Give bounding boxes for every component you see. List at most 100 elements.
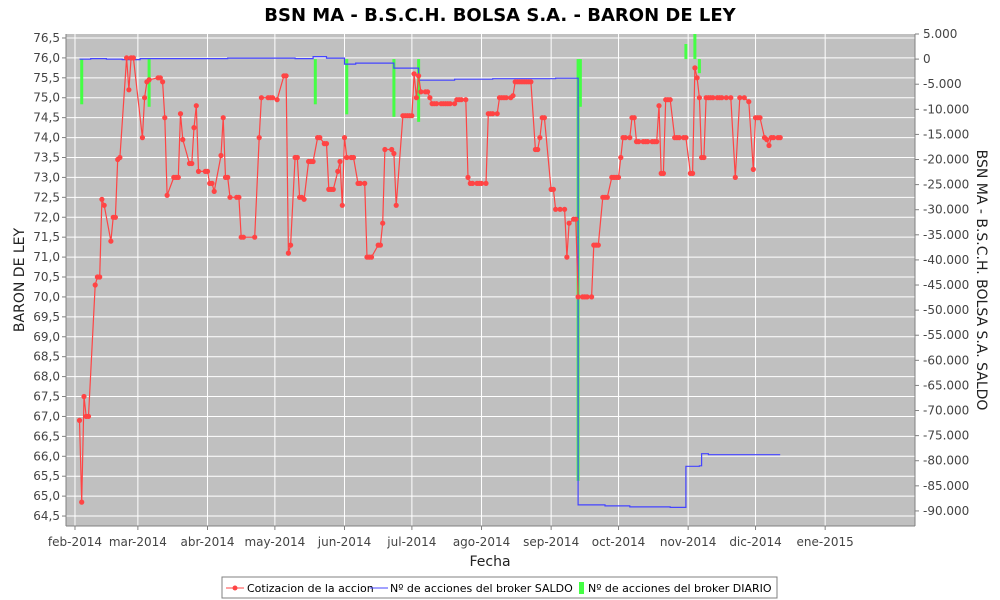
- diario-bar: [392, 59, 396, 117]
- y-left-tick-label: 73,5: [33, 150, 60, 164]
- price-point: [368, 254, 375, 260]
- price-point: [770, 135, 777, 141]
- price-point: [218, 152, 224, 159]
- price-point: [130, 55, 136, 61]
- price-point: [425, 89, 431, 95]
- price-point: [766, 142, 772, 149]
- price-point: [573, 216, 579, 222]
- price-point: [564, 254, 570, 260]
- price-point: [139, 135, 145, 141]
- price-point: [146, 77, 152, 83]
- y-right-tick-label: -60.000: [923, 353, 969, 367]
- price-point: [236, 194, 242, 200]
- saldo-line: [79, 56, 781, 508]
- price-point: [589, 294, 595, 300]
- price-point: [411, 71, 417, 77]
- x-tick-label: ago-2014: [453, 535, 510, 549]
- price-point: [777, 135, 783, 141]
- price-point: [350, 154, 357, 161]
- price-point: [737, 95, 743, 101]
- price-point: [79, 499, 85, 505]
- price-point: [193, 103, 199, 109]
- price-point: [550, 186, 557, 192]
- price-point: [701, 154, 707, 161]
- price-point: [595, 242, 601, 248]
- price-point: [97, 274, 103, 280]
- legend-marker-price: [232, 585, 238, 591]
- y-right-tick-label: 0: [923, 52, 931, 66]
- price-point: [258, 95, 264, 101]
- price-point: [162, 115, 168, 121]
- price-point: [195, 168, 202, 174]
- y-left-tick-label: 69,0: [33, 330, 60, 344]
- y-right-tick-label: 5.000: [923, 27, 957, 41]
- y-right-tick-label: -15.000: [923, 127, 969, 141]
- saldo-series-path: [79, 56, 781, 508]
- x-tick-label: abr-2014: [180, 535, 234, 549]
- price-point: [690, 170, 696, 176]
- y-left-tick-label: 73,0: [33, 170, 60, 184]
- price-point: [528, 79, 534, 85]
- price-point: [660, 170, 667, 176]
- price-point: [604, 194, 610, 200]
- price-point: [618, 154, 624, 161]
- x-tick-label: dic-2014: [729, 535, 781, 549]
- y-left-axis-title: BARON DE LEY: [12, 227, 28, 332]
- y-right-tick-label: -55.000: [923, 328, 969, 342]
- price-point: [723, 95, 729, 101]
- price-point: [294, 154, 300, 161]
- diario-bar: [578, 59, 582, 107]
- price-line: [76, 55, 783, 505]
- y-left-tick-label: 67,5: [33, 390, 60, 404]
- price-point: [694, 75, 700, 81]
- price-point: [81, 393, 87, 400]
- legend-swatch-diario: [579, 582, 584, 594]
- y-right-tick-label: -20.000: [923, 153, 969, 167]
- price-point: [503, 95, 509, 101]
- price-point: [344, 154, 350, 161]
- price-point: [288, 242, 294, 248]
- price-point: [710, 95, 716, 101]
- y-right-tick-label: -65.000: [923, 378, 969, 392]
- price-point: [418, 89, 424, 95]
- price-point: [636, 139, 642, 145]
- price-point: [494, 111, 500, 117]
- price-point: [537, 135, 543, 141]
- price-point: [746, 99, 752, 105]
- price-point: [391, 150, 397, 157]
- y-right-tick-label: -30.000: [923, 203, 969, 217]
- y-left-tick-label: 65,5: [33, 469, 60, 483]
- diario-bar: [697, 59, 701, 74]
- price-point: [164, 192, 170, 198]
- price-point: [225, 174, 231, 180]
- diario-bar: [417, 59, 421, 122]
- y-right-tick-label: -40.000: [923, 253, 969, 267]
- y-left-tick-label: 70,0: [33, 290, 60, 304]
- price-point: [728, 95, 734, 101]
- price-point: [341, 135, 348, 141]
- y-right-tick-label: -90.000: [923, 504, 969, 518]
- price-point: [142, 95, 148, 101]
- price-point: [317, 135, 323, 141]
- y-right-axis-title: BSN MA - B.S.C.H. BOLSA S.A. SALDO: [973, 150, 989, 411]
- price-point: [377, 242, 383, 248]
- price-point: [654, 139, 660, 145]
- price-point: [427, 95, 433, 101]
- x-ticks: feb-2014 mar-2014 abr-2014 may-2014 jun-2014…: [48, 535, 854, 549]
- y-right-tick-label: -25.000: [923, 178, 969, 192]
- y-left-tick-label: 66,0: [33, 449, 60, 463]
- price-point: [99, 196, 105, 202]
- y-left-tick-label: 64,5: [33, 509, 60, 523]
- price-point: [108, 238, 114, 244]
- price-point: [622, 135, 628, 141]
- y-left-tick-label: 69,5: [33, 310, 60, 324]
- diario-bar: [693, 34, 697, 60]
- y-left-tick-label: 68,5: [33, 350, 60, 364]
- price-point: [335, 168, 341, 174]
- price-point: [458, 97, 464, 103]
- price-point: [209, 180, 215, 186]
- price-point: [478, 180, 485, 186]
- y-right-tick-label: -10.000: [923, 102, 969, 116]
- price-point: [389, 146, 395, 153]
- price-point: [483, 180, 489, 186]
